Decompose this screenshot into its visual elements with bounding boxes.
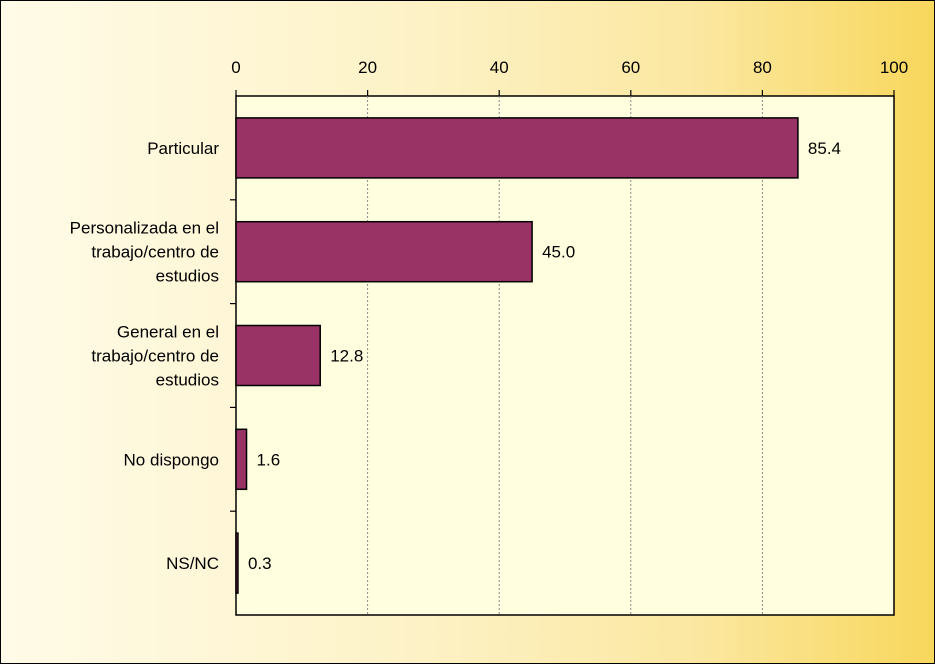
data-label: 0.3 — [248, 554, 272, 573]
data-label: 45.0 — [542, 243, 575, 262]
x-tick-label: 80 — [753, 58, 772, 77]
category-label-line: General en el — [117, 323, 219, 342]
category-label: General en el trabajo/centro de estudios — [91, 323, 219, 390]
x-tick-label: 20 — [358, 58, 377, 77]
category-label: NS/NC — [166, 554, 219, 573]
bar — [235, 324, 321, 387]
category-label-line: trabajo/centro de — [91, 243, 219, 262]
category-label: Personalizada en el trabajo/centro de estu… — [70, 219, 219, 286]
category-label-line: Personalizada en el — [70, 219, 219, 238]
category-label-line: estudios — [156, 371, 219, 390]
bar — [235, 117, 799, 179]
data-label: 85.4 — [808, 139, 841, 158]
category-label-line: No dispongo — [124, 450, 219, 469]
bar — [235, 428, 248, 491]
data-label: 1.6 — [257, 450, 281, 469]
x-tick-label: 60 — [621, 58, 640, 77]
category-label-line: trabajo/centro de — [91, 347, 219, 366]
plot-area — [235, 95, 895, 616]
category-label: Particular — [147, 139, 219, 158]
category-label-line: Particular — [147, 139, 219, 158]
data-label: 12.8 — [330, 347, 363, 366]
x-tick-label: 40 — [490, 58, 509, 77]
category-label: No dispongo — [124, 450, 219, 469]
bar — [235, 532, 239, 594]
category-label-line: NS/NC — [166, 554, 219, 573]
x-tick-label: 100 — [880, 58, 908, 77]
bar — [235, 220, 533, 283]
x-tick-label: 0 — [231, 58, 240, 77]
category-label-line: estudios — [156, 267, 219, 286]
